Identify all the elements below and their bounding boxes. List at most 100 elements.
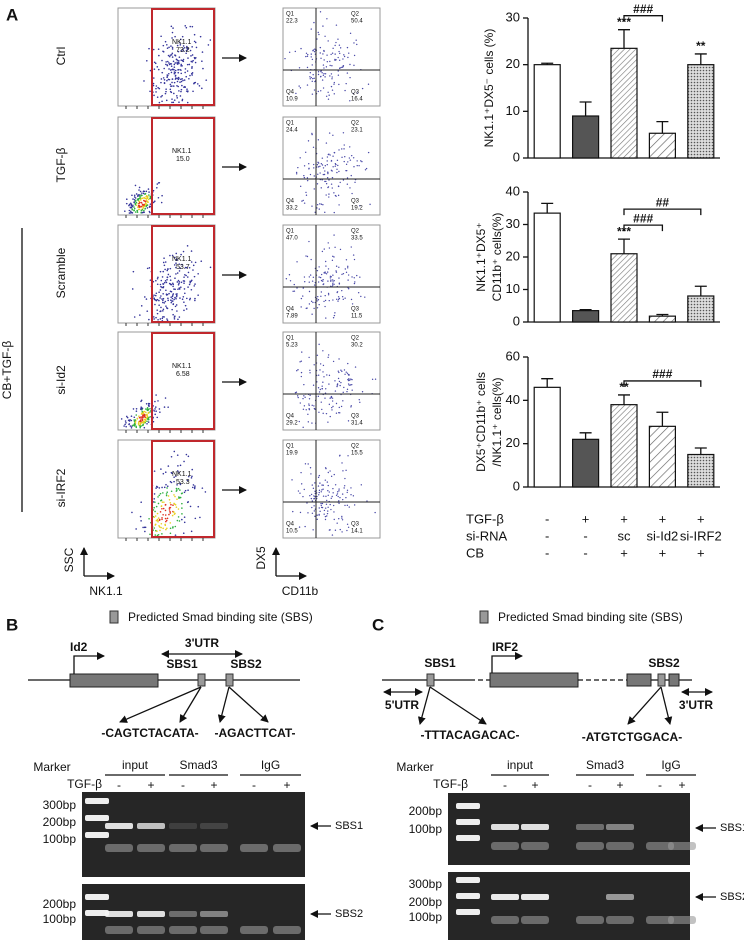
condition-cell: +	[697, 511, 705, 526]
event-dot	[202, 67, 204, 70]
event-dot	[173, 66, 176, 68]
gene-exon	[626, 673, 652, 687]
sequence: -AGACTTCAT-	[214, 726, 295, 740]
event-dot	[328, 383, 330, 385]
event-dot	[339, 52, 341, 55]
event-dot	[338, 500, 340, 502]
event-dot	[165, 63, 167, 66]
event-dot	[178, 101, 180, 104]
event-dot	[325, 66, 328, 68]
event-dot	[321, 489, 323, 491]
event-dot	[157, 400, 159, 402]
event-dot	[190, 530, 193, 533]
event-dot	[349, 187, 351, 189]
event-dot	[302, 397, 304, 400]
event-dot	[199, 516, 201, 519]
event-dot	[166, 47, 169, 49]
event-dot	[165, 99, 168, 102]
event-dot	[330, 159, 333, 162]
y-tick-label: 10	[506, 103, 520, 118]
event-dot	[327, 172, 329, 175]
quadrant-name: Q4	[286, 199, 295, 205]
gene-exon	[668, 673, 680, 687]
event-dot	[323, 50, 325, 53]
event-dot	[339, 496, 341, 499]
event-dot	[336, 522, 338, 524]
event-dot	[347, 420, 350, 422]
event-dot	[343, 485, 346, 487]
event-dot	[163, 67, 165, 70]
event-dot	[321, 388, 323, 390]
event-dot	[307, 421, 310, 423]
event-dot	[349, 379, 351, 381]
quadrant-name: Q3	[351, 414, 360, 420]
condition-name: si-RNA	[466, 528, 507, 543]
event-dot	[131, 288, 134, 290]
event-dot	[167, 406, 169, 408]
event-dot	[351, 303, 354, 305]
event-dot	[195, 46, 198, 49]
event-dot	[288, 51, 291, 53]
ladder-band	[85, 894, 109, 900]
event-dot	[310, 493, 313, 496]
event-dot	[312, 529, 314, 531]
event-dot	[130, 419, 133, 422]
event-dot	[299, 511, 302, 514]
primer-smear	[240, 844, 268, 852]
pointer	[119, 686, 202, 723]
event-dot	[318, 514, 320, 516]
quadrant-name: Q2	[351, 12, 360, 18]
event-dot	[125, 202, 128, 205]
event-dot	[162, 261, 165, 264]
event-dot	[182, 250, 185, 253]
event-dot	[171, 81, 173, 84]
quadrant-plot	[282, 116, 381, 216]
event-dot	[158, 487, 161, 489]
event-dot	[193, 33, 196, 36]
event-dot	[316, 207, 318, 209]
event-dot	[176, 95, 178, 97]
event-dot	[318, 208, 320, 210]
event-dot	[147, 408, 150, 411]
event-dot	[133, 316, 136, 318]
event-dot	[139, 190, 142, 193]
quadrant-value: 22.3	[286, 19, 298, 25]
event-dot	[138, 189, 140, 191]
event-dot	[348, 378, 350, 380]
event-dot	[169, 69, 172, 71]
event-dot	[342, 298, 344, 301]
event-dot	[312, 73, 314, 76]
event-dot	[149, 416, 152, 418]
event-dot	[142, 205, 144, 208]
event-dot	[130, 415, 133, 417]
event-dot	[374, 511, 376, 514]
significance: ***	[617, 15, 631, 29]
event-dot	[320, 502, 322, 505]
bracket	[623, 380, 702, 387]
event-dot	[353, 54, 356, 57]
bracket	[623, 224, 664, 232]
event-dot	[123, 425, 125, 427]
event-dot	[166, 485, 169, 488]
primer-smear	[273, 844, 301, 852]
event-dot	[162, 308, 165, 311]
event-dot	[161, 59, 163, 62]
event-dot	[125, 425, 127, 428]
event-dot	[178, 60, 180, 62]
event-dot	[306, 502, 308, 504]
ladder-band	[456, 877, 480, 883]
primer-smear	[200, 926, 228, 934]
event-dot	[344, 156, 346, 158]
event-dot	[310, 56, 312, 58]
event-dot	[169, 532, 172, 535]
bar	[648, 425, 677, 488]
event-dot	[168, 509, 171, 511]
event-dot	[153, 294, 155, 296]
gel-image	[448, 872, 690, 940]
event-dot	[156, 96, 159, 98]
event-dot	[182, 79, 184, 82]
event-dot	[182, 295, 185, 298]
event-dot	[319, 363, 322, 365]
event-dot	[194, 261, 197, 264]
event-dot	[166, 491, 169, 494]
